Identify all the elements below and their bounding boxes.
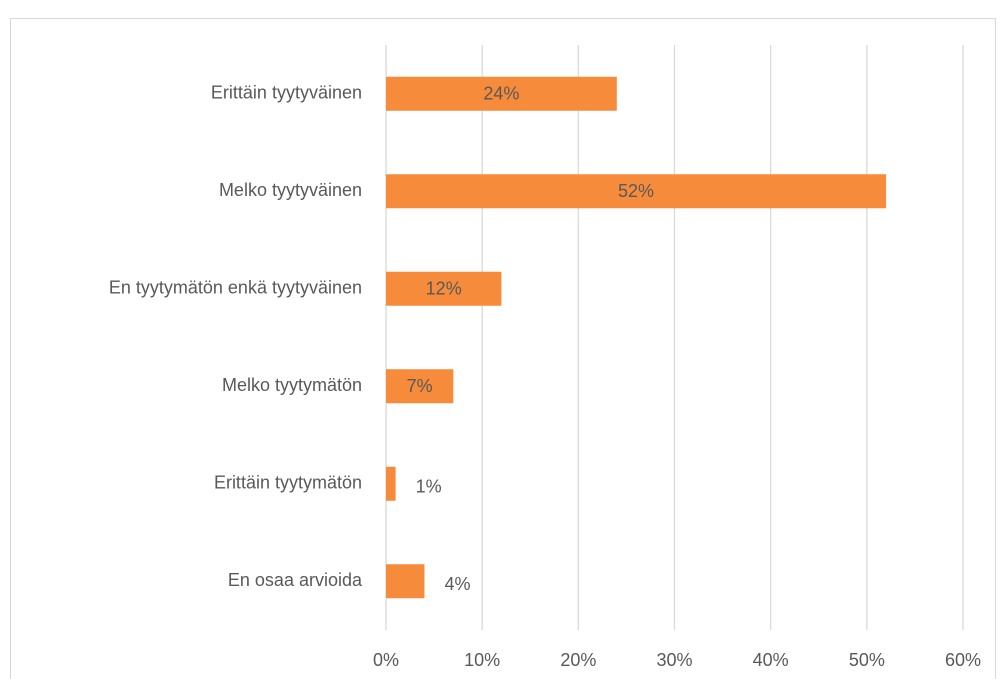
bar bbox=[386, 369, 454, 404]
bar bbox=[386, 174, 887, 209]
x-tick-label: 60% bbox=[945, 650, 981, 670]
bar bbox=[386, 466, 396, 501]
bar bbox=[386, 76, 617, 111]
y-tick-label: Erittäin tyytymätön bbox=[214, 473, 362, 493]
data-label: 7% bbox=[407, 376, 433, 396]
data-label: 12% bbox=[426, 279, 462, 299]
bar bbox=[386, 564, 425, 599]
x-tick-label: 0% bbox=[373, 650, 399, 670]
y-tick-label: Melko tyytyväinen bbox=[219, 180, 362, 200]
data-label: 4% bbox=[444, 574, 470, 594]
data-label: 1% bbox=[416, 477, 442, 497]
x-tick-label: 30% bbox=[656, 650, 692, 670]
bar bbox=[386, 271, 502, 306]
data-label: 24% bbox=[483, 84, 519, 104]
x-tick-label: 40% bbox=[753, 650, 789, 670]
y-tick-label: Melko tyytymätön bbox=[222, 375, 362, 395]
y-tick-label: En tyytymätön enkä tyytyväinen bbox=[109, 278, 362, 298]
y-tick-label: En osaa arvioida bbox=[228, 570, 363, 590]
x-tick-label: 20% bbox=[560, 650, 596, 670]
y-tick-label: Erittäin tyytyväinen bbox=[211, 83, 362, 103]
data-label: 52% bbox=[618, 181, 654, 201]
x-tick-label: 50% bbox=[849, 650, 885, 670]
x-tick-label: 10% bbox=[464, 650, 500, 670]
chart-frame bbox=[10, 18, 996, 679]
